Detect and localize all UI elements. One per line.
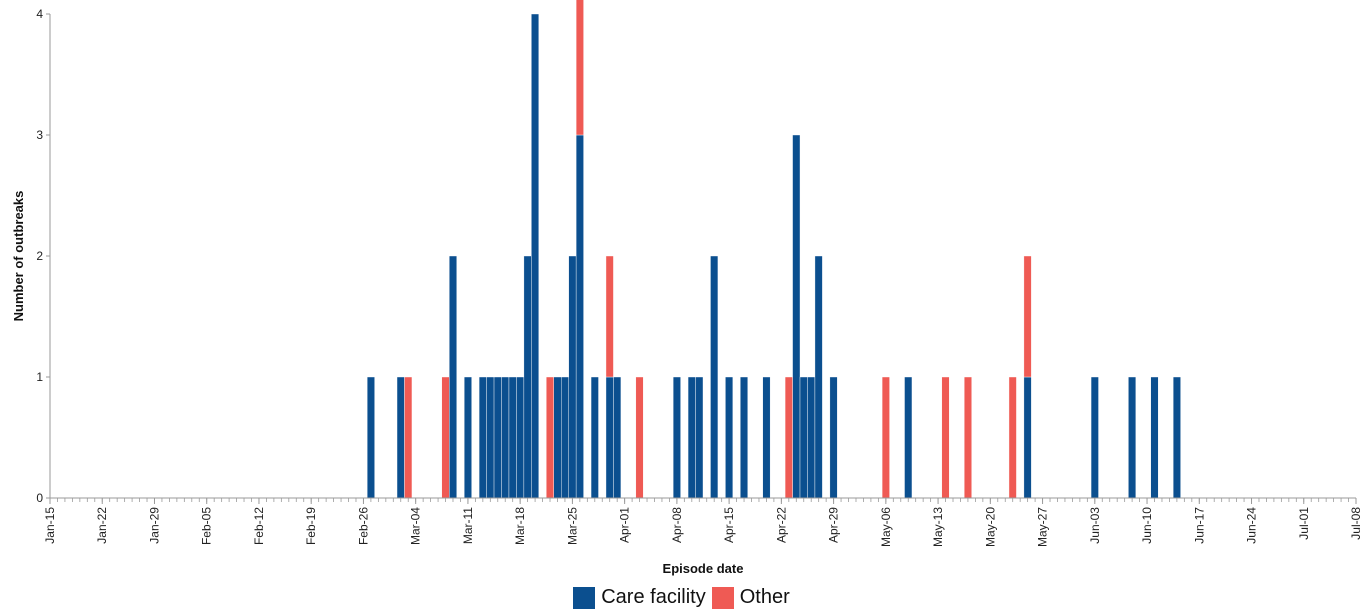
bar-other — [784, 376, 793, 499]
bar-care-facility — [568, 255, 577, 499]
bar-care-facility — [695, 376, 704, 499]
y-tick-label: 0 — [36, 491, 43, 505]
bar-care-facility — [516, 376, 525, 499]
bar-care-facility — [561, 376, 569, 499]
legend-item-care-facility: Care facility — [573, 586, 706, 609]
y-tick-label: 1 — [36, 370, 43, 384]
x-tick-label: Feb-26 — [356, 507, 370, 545]
bar-care-facility — [687, 376, 696, 499]
bar-care-facility — [553, 376, 562, 499]
bar-care-facility — [829, 376, 838, 499]
bar-care-facility — [523, 255, 532, 499]
x-tick-label: Apr-01 — [618, 507, 632, 543]
bar-other — [605, 255, 614, 378]
x-tick-label: Feb-12 — [252, 507, 266, 545]
bar-care-facility — [672, 376, 681, 499]
x-tick-label: May-20 — [983, 507, 997, 547]
bar-care-facility — [1128, 376, 1137, 499]
bar-care-facility — [508, 376, 517, 499]
bar-care-facility — [904, 376, 913, 499]
legend-label-other: Other — [739, 586, 790, 608]
x-tick-label: Jun-10 — [1140, 507, 1154, 544]
bar-other — [575, 0, 584, 136]
legend-swatch-other — [711, 586, 734, 609]
bar-other — [964, 376, 972, 499]
x-tick-label: Mar-25 — [565, 507, 579, 545]
bar-care-facility — [486, 376, 495, 499]
legend-swatch-care-facility — [573, 586, 596, 609]
y-axis-title: Number of outbreaks — [11, 191, 26, 322]
bar-care-facility — [710, 255, 719, 499]
bar-care-facility — [1172, 376, 1181, 499]
bar-care-facility — [814, 255, 823, 499]
bar-other — [941, 376, 950, 499]
bar-care-facility — [366, 376, 375, 499]
bar-care-facility — [605, 376, 614, 499]
bar-care-facility — [792, 134, 801, 499]
x-tick-label: Jun-24 — [1245, 507, 1259, 544]
bar-other — [404, 376, 413, 499]
x-tick-label: May-13 — [931, 507, 945, 547]
x-tick-label: Jan-29 — [147, 507, 161, 544]
x-tick-label: Apr-22 — [774, 507, 788, 543]
legend-item-other: Other — [711, 586, 790, 609]
x-tick-label: May-27 — [1036, 507, 1050, 547]
bar-care-facility — [799, 376, 808, 499]
x-tick-label: Jan-15 — [43, 507, 57, 544]
x-tick-label: Jun-03 — [1088, 507, 1102, 544]
bar-care-facility — [740, 376, 748, 499]
y-tick-label: 2 — [36, 249, 43, 263]
bar-other — [441, 376, 450, 499]
bar-other — [881, 376, 890, 499]
bar-care-facility — [493, 376, 502, 499]
legend: Care facility Other — [0, 586, 1363, 609]
bar-care-facility — [501, 376, 510, 499]
legend-label-care-facility: Care facility — [601, 586, 706, 608]
bar-other — [1008, 376, 1017, 499]
x-tick-label: Feb-19 — [304, 507, 318, 545]
x-tick-label: Mar-04 — [409, 507, 423, 545]
bar-other — [635, 376, 644, 499]
bar-care-facility — [463, 376, 472, 499]
axes-layer: 0 1 2 3 4 Jan-15 Jan-22 Jan-29 Feb-05 Feb-12 Feb-1… — [36, 7, 1363, 547]
bar-care-facility — [531, 13, 540, 499]
x-tick-label: Feb-05 — [200, 507, 214, 545]
x-tick-label: Mar-11 — [461, 507, 475, 544]
bar-care-facility — [449, 255, 457, 499]
x-tick-label: Apr-29 — [827, 507, 841, 543]
bars-layer — [366, 0, 1181, 499]
bar-other — [1023, 255, 1032, 378]
x-tick-label: Apr-08 — [670, 507, 684, 543]
x-tick-label: Apr-15 — [722, 507, 736, 543]
bar-care-facility — [1023, 376, 1032, 499]
bar-care-facility — [613, 376, 622, 499]
x-tick-label: May-06 — [879, 507, 893, 547]
y-tick-label: 3 — [36, 128, 43, 142]
x-axis-title: Episode date — [663, 561, 744, 576]
bar-care-facility — [1090, 376, 1099, 499]
y-tick-label: 4 — [36, 7, 43, 21]
bar-care-facility — [575, 134, 584, 499]
x-tick-label: Mar-18 — [513, 507, 527, 545]
bar-care-facility — [478, 376, 487, 499]
x-tick-label: Jul-08 — [1349, 507, 1363, 540]
bar-care-facility — [725, 376, 734, 499]
x-tick-label: Jan-22 — [95, 507, 109, 544]
bar-other — [546, 376, 554, 499]
bar-care-facility — [1150, 376, 1159, 499]
bar-care-facility — [762, 376, 771, 499]
bar-care-facility — [590, 376, 599, 499]
bar-care-facility — [396, 376, 405, 499]
x-tick-label: Jun-17 — [1192, 507, 1206, 544]
bar-care-facility — [807, 376, 816, 499]
x-tick-label: Jul-01 — [1297, 507, 1311, 540]
